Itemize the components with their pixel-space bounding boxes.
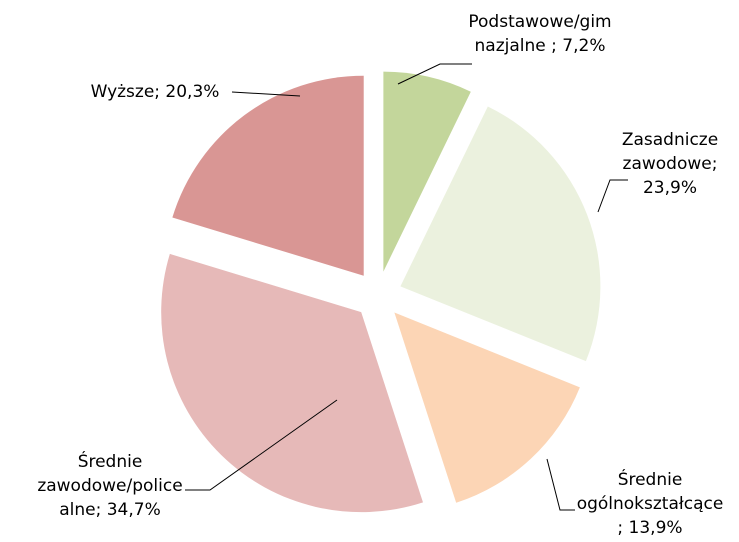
data-label-line: ogólnokształcące	[577, 494, 724, 514]
pie-slice	[161, 253, 423, 513]
data-label-line: alne; 34,7%	[59, 500, 161, 520]
leader-line	[546, 458, 575, 511]
data-label-line: Wyższe; 20,3%	[91, 82, 220, 102]
pie-slice	[172, 75, 364, 276]
leader-line	[185, 399, 338, 491]
leader-line	[231, 91, 301, 97]
data-label: Wyższe; 20,3%	[91, 82, 220, 102]
data-label-line: Zasadnicze	[622, 130, 718, 150]
pie-slice	[400, 106, 601, 362]
pie-slice	[383, 71, 471, 272]
data-label-line: ; 13,9%	[617, 518, 682, 538]
data-label: Średnie zawodowe/police alne; 34,7%	[37, 450, 182, 520]
data-label-line: Średnie	[78, 450, 143, 472]
data-label-line: zawodowe;	[623, 154, 718, 174]
data-label: Średnie ogólnokształcące ; 13,9%	[577, 468, 724, 538]
leader-line	[397, 63, 472, 85]
data-label: Podstawowe/gim nazjalne ; 7,2%	[468, 12, 611, 56]
data-label-line: nazjalne ; 7,2%	[475, 36, 606, 56]
data-label-line: Średnie	[618, 468, 683, 490]
data-label-line: Podstawowe/gim	[468, 12, 611, 32]
leader-line	[597, 179, 628, 213]
data-label: Zasadnicze zawodowe; 23,9%	[622, 130, 718, 198]
data-label-line: zawodowe/police	[37, 476, 182, 496]
pie-slice	[394, 312, 580, 503]
data-label-line: 23,9%	[643, 178, 697, 198]
